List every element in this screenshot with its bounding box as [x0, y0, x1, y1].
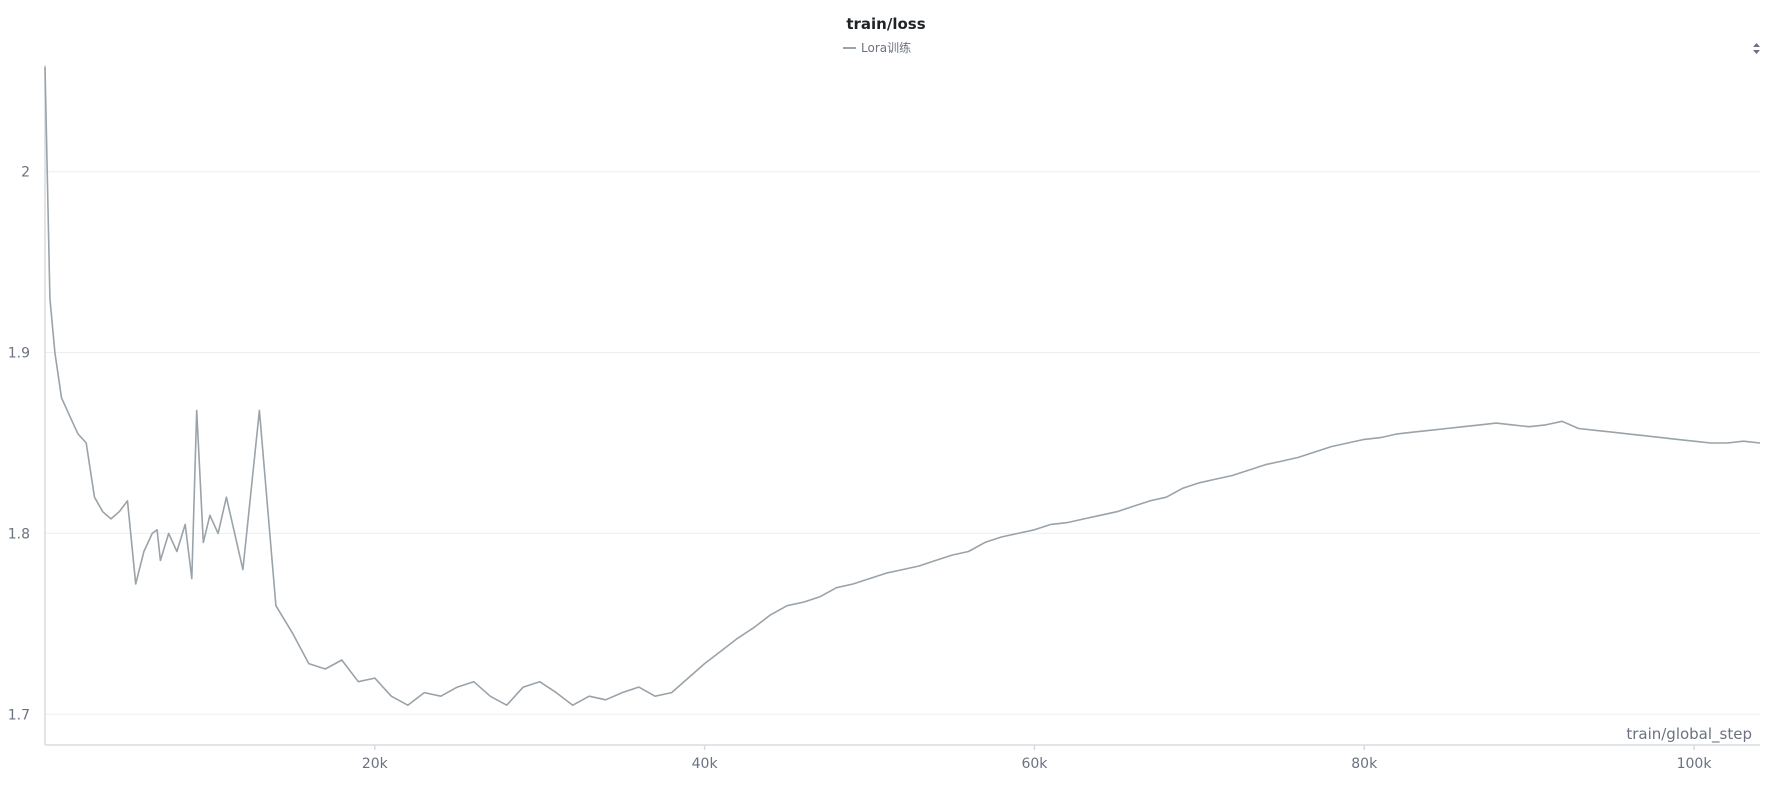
- x-axis-label: train/global_step: [1626, 725, 1752, 744]
- axes: [44, 65, 1760, 746]
- y-tick-label: 1.8: [8, 526, 30, 542]
- sort-down-icon: [1753, 50, 1760, 54]
- grid: [45, 171, 1760, 715]
- y-tick-label: 1.9: [8, 346, 30, 362]
- x-axis-ticks: 20k 40k 60k 80k 100k: [362, 745, 1712, 772]
- x-tick-label: 80k: [1351, 756, 1378, 772]
- x-tick-label: 20k: [362, 756, 389, 772]
- y-tick-label: 2: [21, 165, 30, 181]
- legend-entry-label: Lora训练: [861, 40, 911, 55]
- legend[interactable]: Lora训练: [843, 40, 911, 55]
- x-tick-label: 40k: [692, 756, 719, 772]
- y-tick-label: 1.7: [8, 707, 30, 723]
- sort-toggle[interactable]: [1753, 43, 1760, 54]
- sort-up-icon: [1753, 43, 1760, 47]
- series-layer: [44, 66, 1761, 707]
- x-tick-label: 60k: [1021, 756, 1048, 772]
- x-tick-label: 100k: [1677, 756, 1713, 772]
- chart-title: train/loss: [846, 15, 925, 33]
- series-line-lora[interactable]: [44, 66, 1761, 707]
- y-axis-ticks: 1.7 1.8 1.9 2: [8, 165, 30, 724]
